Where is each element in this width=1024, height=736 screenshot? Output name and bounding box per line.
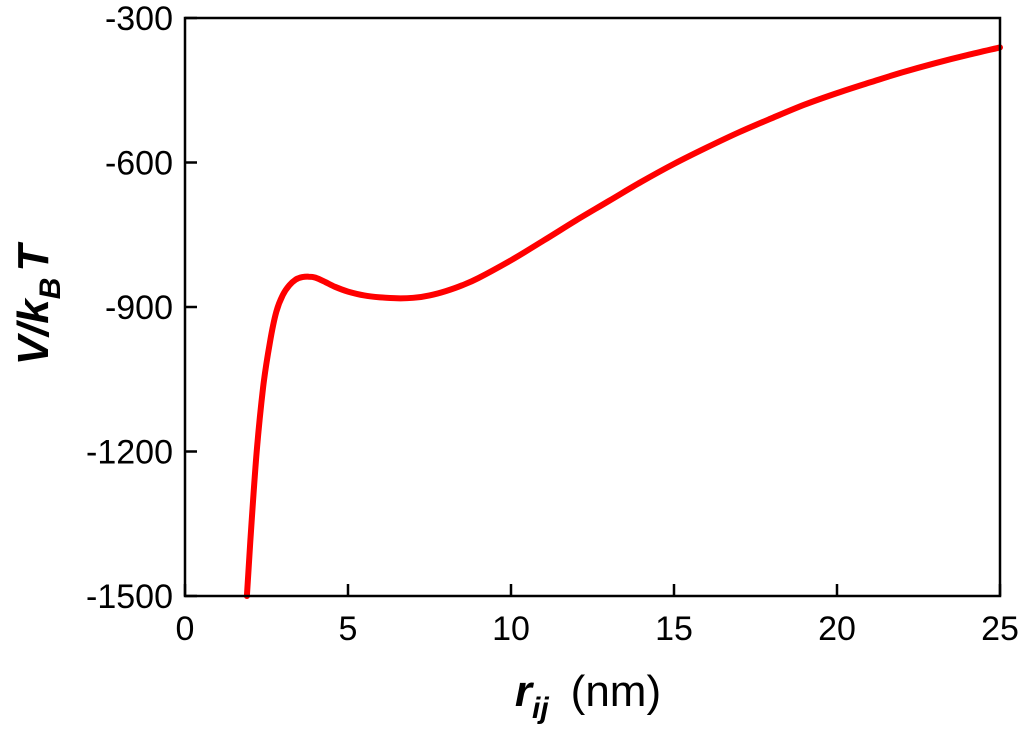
- x-tick-label: 20: [818, 610, 856, 648]
- y-tick-label: -1500: [86, 578, 173, 616]
- y-tick-label: -900: [105, 289, 173, 327]
- x-tick-label: 5: [339, 610, 358, 648]
- plot-frame: [183, 16, 1002, 598]
- y-axis-title-main: V/k: [9, 297, 58, 366]
- y-tick-label: -600: [105, 145, 173, 183]
- y-tick-label: -300: [105, 0, 173, 38]
- x-tick-label: 10: [492, 610, 530, 648]
- x-axis-title-var: r: [515, 667, 535, 716]
- y-axis-title-T: T: [9, 242, 58, 272]
- x-axis-title-subscript: ij: [532, 692, 549, 725]
- y-axis-title: V/kBT: [9, 242, 67, 366]
- x-axis-title-unit: (nm): [571, 667, 661, 716]
- x-tick-label: 15: [655, 610, 693, 648]
- series-line-potential: [243, 44, 1003, 599]
- y-tick-label: -1200: [86, 434, 173, 472]
- x-axis-title: rij (nm): [515, 667, 661, 725]
- ticks-layer: [183, 16, 1002, 598]
- x-tick-label: 25: [981, 610, 1019, 648]
- y-axis-title-subscript: B: [34, 278, 67, 300]
- x-tick-label: 0: [176, 610, 195, 648]
- tick-labels-layer: 0 5 10 15 20 25 -300 -600 -900 -1200 -1500: [86, 0, 1019, 648]
